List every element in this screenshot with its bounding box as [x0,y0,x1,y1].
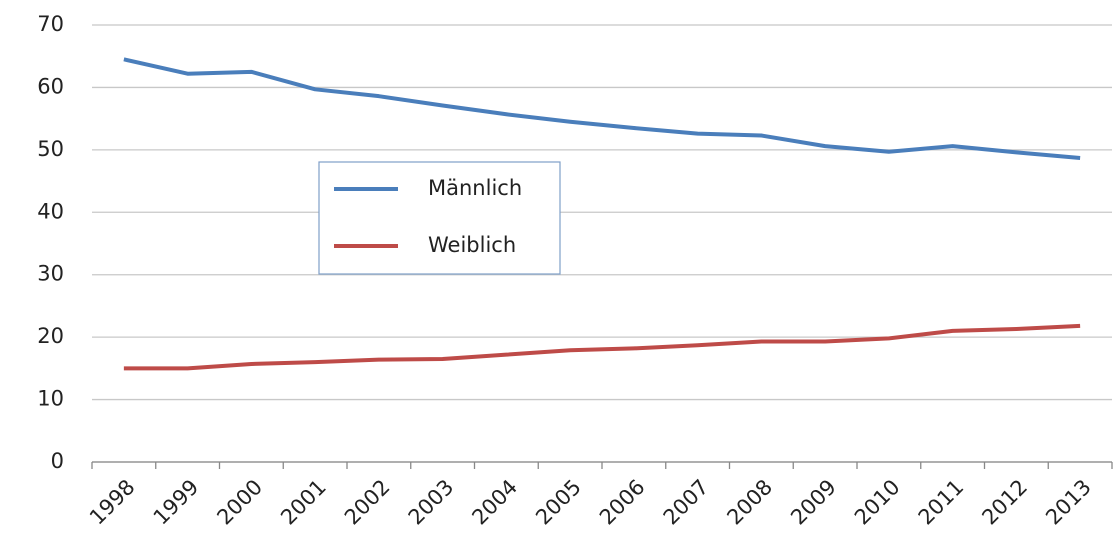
x-tick-label: 2002 [340,475,395,530]
x-tick-label: 1998 [85,475,140,530]
legend-box [318,161,561,275]
legend-label: Weiblich [428,233,516,257]
x-tick-label: 2006 [595,475,650,530]
x-tick-label: 2010 [850,475,905,530]
x-tick-label: 2008 [722,475,777,530]
x-tick-label: 2005 [531,475,586,530]
line [123,323,1081,371]
x-tick-label: 2009 [786,475,841,530]
y-tick-label: 20 [37,324,64,348]
x-tick-label: 2004 [467,475,522,530]
y-tick-label: 0 [51,449,64,473]
y-tick-label: 10 [37,387,64,411]
x-tick-label: 2012 [977,475,1032,530]
x-tick-label: 2013 [1041,475,1096,530]
x-tick-label: 2001 [276,475,331,530]
x-tick-label: 2003 [404,475,459,530]
y-tick-label: 70 [37,12,64,36]
x-tick-label: 2000 [212,475,267,530]
legend: Männlich Weiblich [318,161,561,275]
y-tick-label: 30 [37,262,64,286]
x-tick-label: 1999 [149,475,204,530]
line [123,57,1081,160]
y-tick-label: 40 [37,199,64,223]
x-tick-label: 2007 [659,475,714,530]
y-tick-label: 60 [37,74,64,98]
x-tick-label: 2011 [914,475,969,530]
y-tick-label: 50 [37,137,64,161]
legend-label: Männlich [428,176,522,200]
